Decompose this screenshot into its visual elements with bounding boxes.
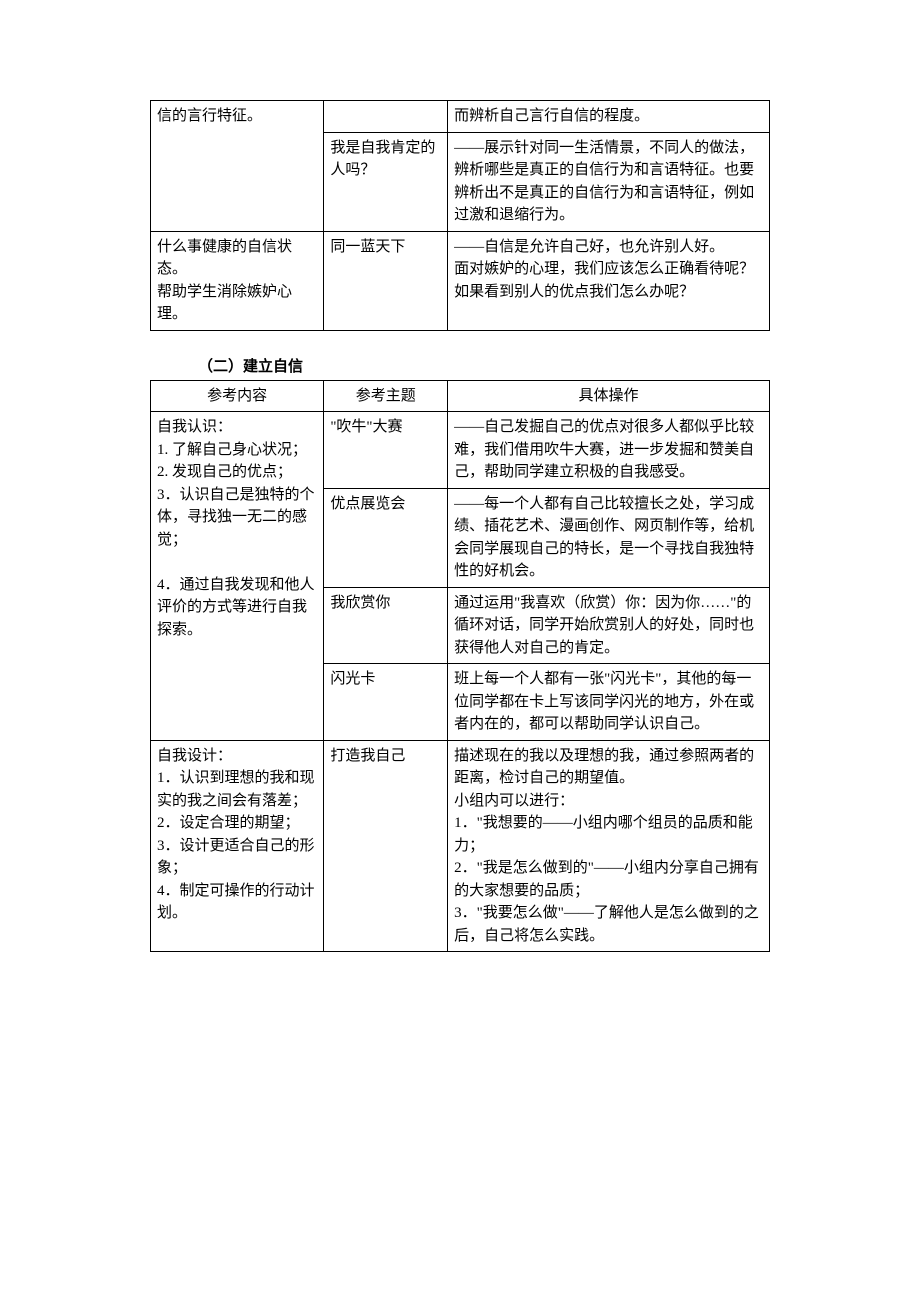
cell-ref-content: 自我设计： 1．认识到理想的我和现实的我之间会有落差； 2．设定合理的期望； 3…: [151, 740, 324, 952]
table-row: 自我设计： 1．认识到理想的我和现实的我之间会有落差； 2．设定合理的期望； 3…: [151, 740, 770, 952]
table-row: 自我认识： 1. 了解自己身心状况； 2. 发现自己的优点； 3．认识自己是独特…: [151, 412, 770, 489]
cell-operation: ——自信是允许自己好，也允许别人好。 面对嫉妒的心理，我们应该怎么正确看待呢？如…: [448, 231, 770, 330]
cell-theme: 优点展览会: [324, 488, 448, 587]
cell-theme: 打造我自己: [324, 740, 448, 952]
cell-operation: 班上每一个人都有一张"闪光卡"，其他的每一位同学都在卡上写该同学闪光的地方，外在…: [448, 664, 770, 741]
cell-ref-content: 什么事健康的自信状态。 帮助学生消除嫉妒心理。: [151, 231, 324, 330]
cell-theme: 我是自我肯定的人吗？: [324, 132, 448, 231]
cell-theme: [324, 101, 448, 133]
col-header-theme: 参考主题: [324, 380, 448, 412]
cell-ref-content: 信的言行特征。: [151, 101, 324, 232]
cell-operation: 通过运用"我喜欢（欣赏）你：因为你……"的循环对话，同学开始欣赏别人的好处，同时…: [448, 587, 770, 664]
cell-theme: 闪光卡: [324, 664, 448, 741]
table-header-row: 参考内容 参考主题 具体操作: [151, 380, 770, 412]
table-row: 什么事健康的自信状态。 帮助学生消除嫉妒心理。 同一蓝天下 ——自信是允许自己好…: [151, 231, 770, 330]
cell-theme: 我欣赏你: [324, 587, 448, 664]
col-header-content: 参考内容: [151, 380, 324, 412]
cell-operation: 描述现在的我以及理想的我，通过参照两者的距离，检讨自己的期望值。 小组内可以进行…: [448, 740, 770, 952]
table-confidence-traits: 信的言行特征。 而辨析自己言行自信的程度。 我是自我肯定的人吗？ ——展示针对同…: [150, 100, 770, 331]
cell-operation: ——展示针对同一生活情景，不同人的做法，辨析哪些是真正的自信行为和言语特征。也要…: [448, 132, 770, 231]
cell-ref-content: 自我认识： 1. 了解自己身心状况； 2. 发现自己的优点； 3．认识自己是独特…: [151, 412, 324, 741]
table-build-confidence: 参考内容 参考主题 具体操作 自我认识： 1. 了解自己身心状况； 2. 发现自…: [150, 380, 770, 953]
cell-operation: 而辨析自己言行自信的程度。: [448, 101, 770, 133]
cell-theme: 同一蓝天下: [324, 231, 448, 330]
cell-operation: ——自己发掘自己的优点对很多人都似乎比较难，我们借用吹牛大赛，进一步发掘和赞美自…: [448, 412, 770, 489]
table-row: 信的言行特征。 而辨析自己言行自信的程度。: [151, 101, 770, 133]
cell-theme: "吹牛"大赛: [324, 412, 448, 489]
col-header-operation: 具体操作: [448, 380, 770, 412]
cell-operation: ——每一个人都有自己比较擅长之处，学习成绩、插花艺术、漫画创作、网页制作等，给机…: [448, 488, 770, 587]
section-heading-build-confidence: （二）建立自信: [198, 355, 770, 376]
